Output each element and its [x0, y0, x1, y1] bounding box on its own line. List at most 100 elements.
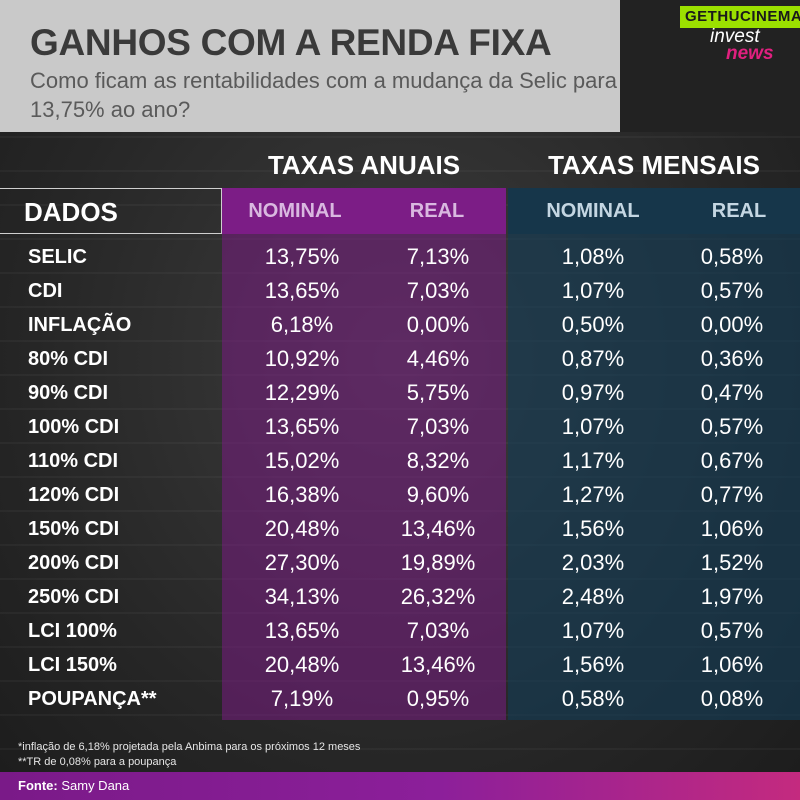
cell-monthly-nominal: 0,97%	[561, 380, 625, 405]
cell-monthly-nominal: 0,87%	[561, 346, 625, 371]
footnote-inflation: *inflação de 6,18% projetada pela Anbima…	[18, 741, 361, 753]
cell-annual-nominal: 20,48%	[264, 652, 340, 677]
cell-annual-nominal: 13,75%	[264, 244, 340, 269]
cell-monthly-nominal: 1,07%	[561, 618, 625, 643]
cell-monthly-nominal: 2,03%	[561, 550, 625, 575]
cell-annual-nominal: 10,92%	[264, 346, 340, 371]
table-row: 200% CDI 27,30% 19,89% 2,03% 1,52%	[0, 546, 800, 580]
cell-monthly-real: 0,08%	[700, 686, 764, 711]
cell-monthly-real: 0,57%	[700, 278, 764, 303]
brand-logo: GETHUCINEMA invest news	[680, 6, 800, 66]
row-label: LCI 150%	[28, 654, 117, 676]
cell-annual-nominal: 34,13%	[264, 584, 340, 609]
header-banner	[0, 0, 680, 132]
cell-annual-real: 7,03%	[406, 618, 470, 643]
cell-annual-real: 26,32%	[400, 584, 476, 609]
table-row: 90% CDI 12,29% 5,75% 0,97% 0,47%	[0, 376, 800, 410]
cell-annual-real: 7,03%	[406, 278, 470, 303]
cell-annual-nominal: 6,18%	[270, 312, 334, 337]
annual-rates-band	[222, 188, 506, 720]
cell-annual-nominal: 12,29%	[264, 380, 340, 405]
cell-annual-real: 5,75%	[406, 380, 470, 405]
row-label: 150% CDI	[28, 518, 120, 540]
row-label: POUPANÇA**	[28, 688, 157, 710]
table-row: SELIC 13,75% 7,13% 1,08% 0,58%	[0, 240, 800, 274]
footnote-poupanca: **TR de 0,08% para a poupança	[18, 756, 177, 768]
cell-monthly-nominal: 1,27%	[561, 482, 625, 507]
cell-annual-real: 4,46%	[406, 346, 470, 371]
table-row: POUPANÇA** 7,19% 0,95% 0,58% 0,08%	[0, 682, 800, 716]
cell-annual-real: 13,46%	[400, 652, 476, 677]
page-title: GANHOS COM A RENDA FIXA	[30, 22, 552, 63]
label-column-title: DADOS	[24, 197, 118, 227]
page-subtitle: Como ficam as rentabilidades com a mudan…	[30, 68, 617, 122]
row-label: 120% CDI	[28, 484, 120, 506]
footnotes: *inflação de 6,18% projetada pela Anbima…	[18, 740, 360, 770]
table-row: 150% CDI 20,48% 13,46% 1,56% 1,06%	[0, 512, 800, 546]
cell-monthly-real: 0,77%	[700, 482, 764, 507]
source-credit: Fonte: Samy Dana	[18, 778, 129, 793]
table-row: CDI 13,65% 7,03% 1,07% 0,57%	[0, 274, 800, 308]
cell-annual-nominal: 16,38%	[264, 482, 340, 507]
row-label: LCI 100%	[28, 620, 117, 642]
logo-badge: GETHUCINEMA	[680, 6, 800, 28]
cell-monthly-nominal: 1,08%	[561, 244, 625, 269]
cell-monthly-real: 0,36%	[700, 346, 764, 371]
cell-monthly-real: 0,57%	[700, 414, 764, 439]
table-row: 110% CDI 15,02% 8,32% 1,17% 0,67%	[0, 444, 800, 478]
cell-monthly-real: 1,52%	[700, 550, 764, 575]
cell-monthly-real: 0,58%	[700, 244, 764, 269]
table-row: 120% CDI 16,38% 9,60% 1,27% 0,77%	[0, 478, 800, 512]
column-header-monthly-nominal: NOMINAL	[546, 200, 640, 222]
row-label: 100% CDI	[28, 416, 120, 438]
row-label: 90% CDI	[28, 382, 109, 404]
row-label: CDI	[28, 280, 63, 302]
cell-monthly-real: 0,67%	[700, 448, 764, 473]
cell-annual-real: 7,03%	[406, 414, 470, 439]
cell-annual-real: 7,13%	[406, 244, 470, 269]
group-header-monthly: TAXAS MENSAIS	[548, 150, 760, 180]
row-label: SELIC	[28, 246, 87, 268]
row-label: 80% CDI	[28, 348, 109, 370]
annual-rates-header-band	[222, 188, 506, 234]
cell-monthly-nominal: 1,07%	[561, 414, 625, 439]
cell-monthly-nominal: 1,07%	[561, 278, 625, 303]
table-row: LCI 100% 13,65% 7,03% 1,07% 0,57%	[0, 614, 800, 648]
table-row: 100% CDI 13,65% 7,03% 1,07% 0,57%	[0, 410, 800, 444]
cell-annual-nominal: 13,65%	[264, 414, 340, 439]
cell-annual-real: 9,60%	[406, 482, 470, 507]
cell-annual-real: 0,00%	[406, 312, 470, 337]
group-header-annual: TAXAS ANUAIS	[267, 150, 461, 180]
column-header-annual-real: REAL	[409, 200, 465, 222]
cell-monthly-nominal: 1,56%	[561, 516, 625, 541]
row-label: 250% CDI	[28, 586, 120, 608]
source-label: Fonte:	[18, 778, 58, 793]
cell-annual-nominal: 20,48%	[264, 516, 340, 541]
table-row: LCI 150% 20,48% 13,46% 1,56% 1,06%	[0, 648, 800, 682]
cell-monthly-nominal: 0,58%	[561, 686, 625, 711]
row-label: INFLAÇÃO	[28, 314, 132, 336]
row-label: 200% CDI	[28, 552, 120, 574]
cell-annual-real: 0,95%	[406, 686, 470, 711]
cell-monthly-real: 1,06%	[700, 652, 764, 677]
cell-monthly-real: 0,00%	[700, 312, 764, 337]
label-column-header: DADOS	[0, 188, 222, 234]
table-row: INFLAÇÃO 6,18% 0,00% 0,50% 0,00%	[0, 308, 800, 342]
monthly-rates-band	[508, 188, 800, 720]
cell-monthly-nominal: 0,50%	[561, 312, 625, 337]
cell-annual-real: 8,32%	[406, 448, 470, 473]
table-row: 80% CDI 10,92% 4,46% 0,87% 0,36%	[0, 342, 800, 376]
cell-monthly-nominal: 2,48%	[561, 584, 625, 609]
row-label: 110% CDI	[28, 450, 119, 472]
cell-annual-nominal: 7,19%	[270, 686, 334, 711]
cell-annual-nominal: 15,02%	[264, 448, 340, 473]
table-row: 250% CDI 34,13% 26,32% 2,48% 1,97%	[0, 580, 800, 614]
rates-table-body: SELIC 13,75% 7,13% 1,08% 0,58% CDI 13,65% 7,03%…	[0, 240, 800, 716]
source-value: Samy Dana	[61, 778, 130, 793]
cell-monthly-real: 0,57%	[700, 618, 764, 643]
cell-monthly-real: 1,06%	[700, 516, 764, 541]
cell-monthly-nominal: 1,17%	[561, 448, 625, 473]
cell-annual-real: 13,46%	[400, 516, 476, 541]
cell-annual-nominal: 13,65%	[264, 618, 340, 643]
cell-monthly-nominal: 1,56%	[561, 652, 625, 677]
